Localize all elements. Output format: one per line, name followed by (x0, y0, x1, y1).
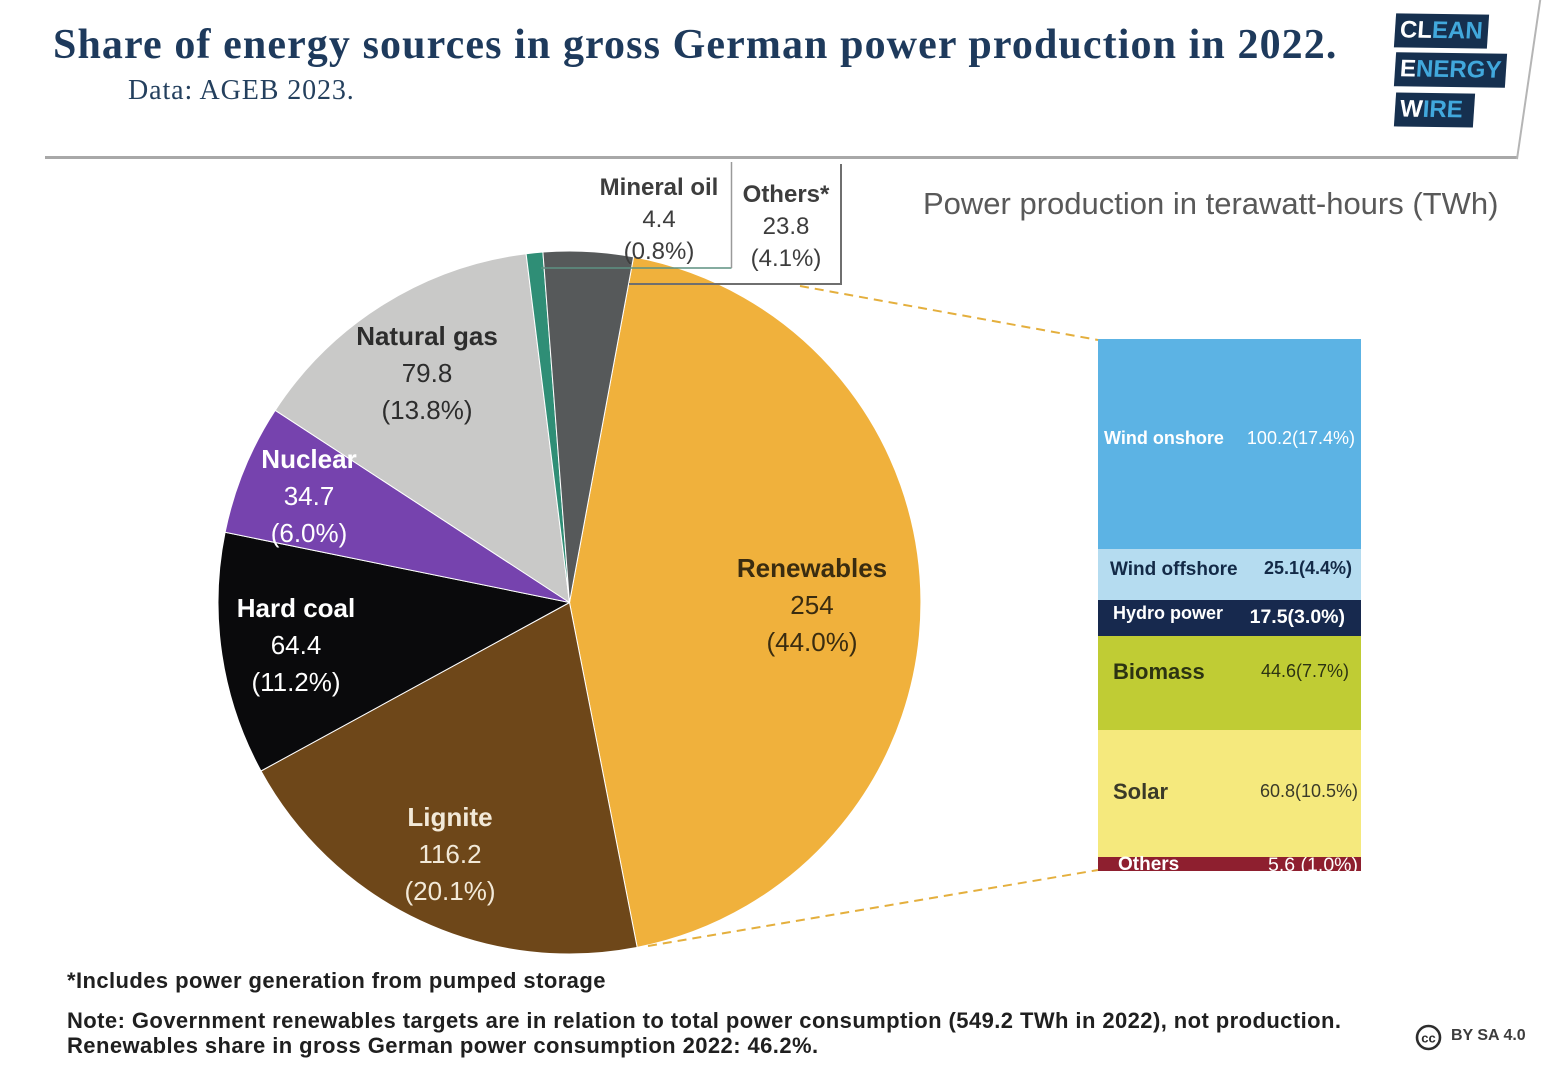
svg-text:cc: cc (1421, 1031, 1435, 1046)
